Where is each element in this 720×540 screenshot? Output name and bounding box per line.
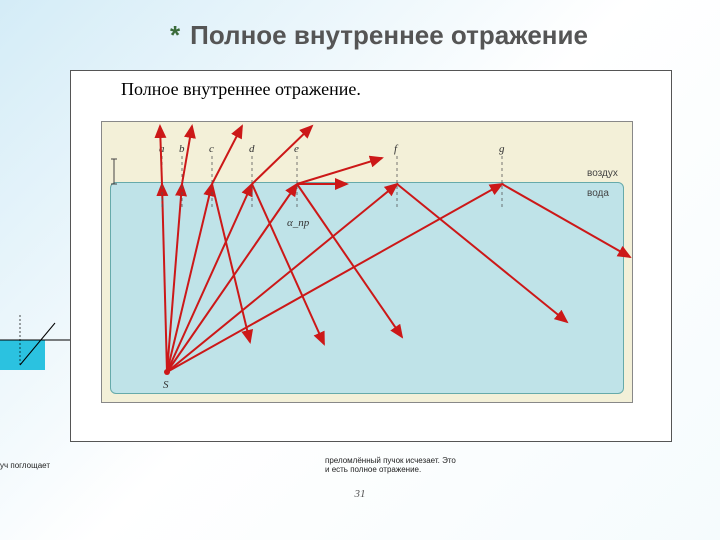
incident-ray-a (162, 184, 167, 372)
ray-label-g: g (499, 143, 505, 155)
figure-frame: Полное внутреннее отражение. abcdefgSα_п… (70, 70, 672, 442)
diagram-area: abcdefgSα_првоздухвода (101, 121, 633, 403)
incident-ray-g (167, 184, 502, 372)
reflected-ray-f (397, 184, 567, 322)
reflected-ray-g (502, 184, 630, 257)
source-label: S (163, 379, 169, 391)
tiny-diagram: α (0, 305, 70, 375)
air-label: воздух (587, 168, 618, 179)
ray-label-d: d (249, 143, 255, 155)
caption-left: уч поглощает (0, 461, 50, 470)
page-title: Полное внутреннее отражение (190, 20, 588, 51)
refracted-ray-a (160, 126, 162, 184)
caption-right-line2: и есть полное отражение. (325, 465, 505, 475)
ray-label-f: f (394, 143, 399, 155)
ray-label-c: c (209, 143, 214, 155)
incident-ray-e (167, 184, 297, 372)
reflected-ray-e (297, 184, 402, 337)
alpha-label: α_пр (287, 217, 310, 229)
asterisk-icon: * (170, 20, 180, 51)
refracted-ray-d (252, 126, 312, 184)
refracted-ray-b (182, 126, 192, 184)
refracted-ray-c (212, 126, 242, 184)
refracted-ray-e (297, 158, 382, 184)
caption-right: преломлённый пучок исчезает. Это и есть … (325, 456, 505, 475)
page-number: 31 (355, 488, 366, 500)
ray-label-e: e (294, 143, 299, 155)
reflected-ray-c (212, 184, 250, 342)
caption-right-line1: преломлённый пучок исчезает. Это (325, 456, 505, 466)
title-row: * Полное внутреннее отражение (170, 20, 700, 51)
rays-svg: abcdefgSα_првоздухвода (102, 122, 632, 402)
figure-title: Полное внутреннее отражение. (121, 79, 361, 100)
source-point (164, 369, 170, 375)
ray-label-b: b (179, 143, 185, 155)
slide: * Полное внутреннее отражение Полное вну… (0, 0, 720, 540)
water-label: вода (587, 188, 609, 199)
